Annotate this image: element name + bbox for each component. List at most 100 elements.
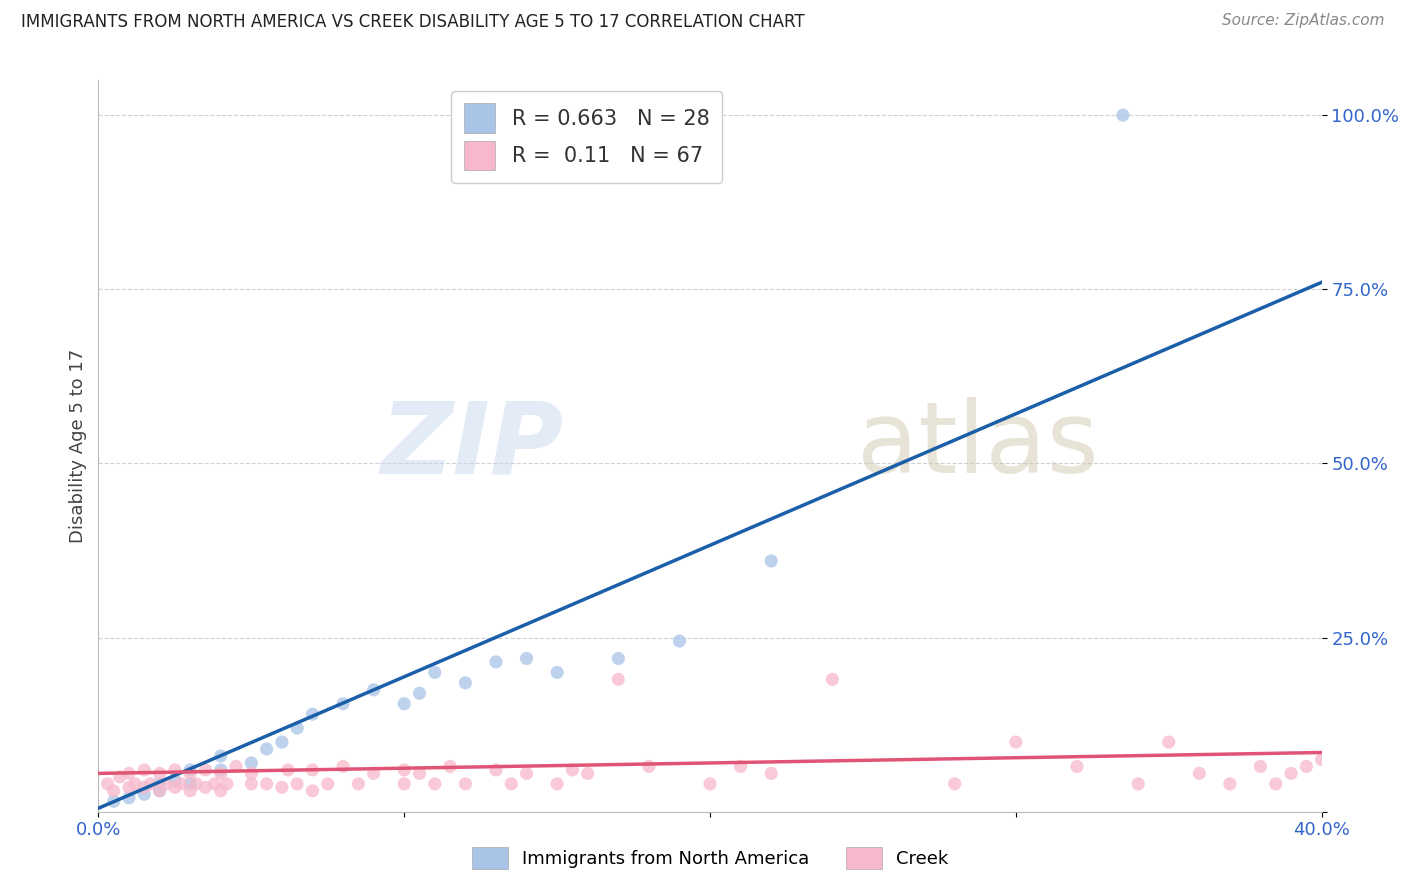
Point: [149, 777, 172, 791]
Point: [301, 763, 323, 777]
Point: [516, 766, 538, 780]
Point: [240, 756, 263, 770]
Point: [225, 759, 247, 773]
Point: [516, 651, 538, 665]
Point: [1112, 108, 1135, 122]
Point: [285, 777, 308, 791]
Point: [118, 766, 141, 780]
Point: [316, 777, 339, 791]
Point: [561, 763, 583, 777]
Point: [155, 777, 177, 791]
Legend: Immigrants from North America, Creek: Immigrants from North America, Creek: [464, 839, 956, 876]
Point: [363, 766, 385, 780]
Point: [392, 763, 416, 777]
Text: atlas: atlas: [856, 398, 1098, 494]
Point: [439, 759, 461, 773]
Point: [194, 763, 217, 777]
Point: [1249, 759, 1271, 773]
Point: [118, 790, 141, 805]
Point: [332, 697, 354, 711]
Point: [759, 554, 782, 568]
Point: [163, 773, 186, 788]
Point: [301, 707, 323, 722]
Point: [215, 777, 238, 791]
Point: [256, 777, 278, 791]
Point: [1295, 759, 1317, 773]
Point: [699, 777, 721, 791]
Point: [423, 665, 446, 680]
Point: [1157, 735, 1180, 749]
Point: [163, 763, 186, 777]
Point: [149, 784, 172, 798]
Point: [179, 784, 201, 798]
Point: [943, 777, 966, 791]
Point: [637, 759, 661, 773]
Point: [1188, 766, 1211, 780]
Point: [1004, 735, 1026, 749]
Point: [97, 777, 120, 791]
Point: [204, 777, 226, 791]
Point: [194, 780, 217, 795]
Point: [607, 673, 630, 687]
Point: [546, 777, 568, 791]
Point: [170, 777, 193, 791]
Point: [821, 673, 844, 687]
Point: [209, 766, 232, 780]
Point: [179, 766, 201, 780]
Point: [149, 766, 172, 780]
Point: [149, 784, 172, 798]
Text: Source: ZipAtlas.com: Source: ZipAtlas.com: [1222, 13, 1385, 29]
Point: [103, 784, 125, 798]
Point: [1219, 777, 1241, 791]
Point: [392, 777, 416, 791]
Point: [301, 784, 323, 798]
Point: [501, 777, 523, 791]
Point: [139, 777, 162, 791]
Point: [454, 777, 477, 791]
Point: [1279, 766, 1302, 780]
Point: [134, 763, 156, 777]
Point: [1066, 759, 1088, 773]
Text: ZIP: ZIP: [380, 398, 564, 494]
Point: [485, 763, 508, 777]
Text: IMMIGRANTS FROM NORTH AMERICA VS CREEK DISABILITY AGE 5 TO 17 CORRELATION CHART: IMMIGRANTS FROM NORTH AMERICA VS CREEK D…: [21, 13, 804, 31]
Y-axis label: Disability Age 5 to 17: Disability Age 5 to 17: [69, 349, 87, 543]
Point: [392, 697, 416, 711]
Point: [730, 759, 752, 773]
Point: [179, 763, 201, 777]
Point: [108, 770, 131, 784]
Point: [134, 787, 156, 801]
Point: [277, 763, 299, 777]
Point: [607, 651, 630, 665]
Point: [209, 784, 232, 798]
Point: [285, 721, 308, 735]
Point: [1128, 777, 1150, 791]
Point: [759, 766, 782, 780]
Point: [1264, 777, 1286, 791]
Point: [240, 766, 263, 780]
Point: [118, 780, 141, 795]
Point: [270, 735, 292, 749]
Point: [363, 682, 385, 697]
Point: [1310, 752, 1333, 766]
Point: [134, 780, 156, 795]
Point: [332, 759, 354, 773]
Point: [209, 763, 232, 777]
Point: [103, 794, 125, 808]
Point: [256, 742, 278, 756]
Point: [347, 777, 370, 791]
Point: [186, 777, 208, 791]
Point: [576, 766, 599, 780]
Point: [179, 777, 201, 791]
Point: [485, 655, 508, 669]
Point: [668, 634, 690, 648]
Point: [240, 777, 263, 791]
Point: [546, 665, 568, 680]
Point: [124, 777, 146, 791]
Point: [408, 766, 430, 780]
Point: [163, 780, 186, 795]
Point: [270, 780, 292, 795]
Point: [454, 676, 477, 690]
Point: [408, 686, 430, 700]
Point: [423, 777, 446, 791]
